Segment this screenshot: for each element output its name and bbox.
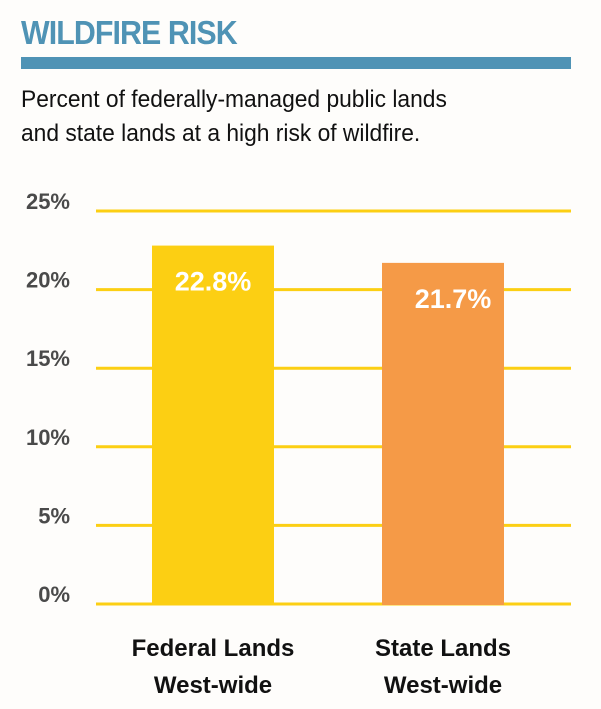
x-category-label: Federal Lands <box>132 635 295 662</box>
y-tick-label: 10% <box>26 425 70 450</box>
title-rule <box>21 57 571 69</box>
data-label: 22.8% <box>175 267 252 297</box>
y-tick-label: 20% <box>26 268 70 293</box>
x-category-label: West-wide <box>384 672 502 699</box>
subtitle-line-2: and state lands at a high risk of wildfi… <box>21 120 421 147</box>
y-tick-label: 15% <box>26 346 70 371</box>
y-tick-label: 5% <box>38 503 70 528</box>
x-axis-labels: Federal Lands West-wide State Lands West-wi… <box>132 635 511 699</box>
bars <box>152 245 504 606</box>
x-category-label: State Lands <box>375 635 511 662</box>
subtitle-line-1: Percent of federally-managed public land… <box>21 86 447 113</box>
data-labels: 22.8% 21.7% <box>175 267 492 314</box>
y-tick-label: 0% <box>38 582 70 607</box>
bar <box>152 245 274 606</box>
x-category-label: West-wide <box>154 672 272 699</box>
data-label: 21.7% <box>415 284 492 314</box>
chart-title: WILDFIRE RISK <box>21 14 238 51</box>
y-tick-label: 25% <box>26 189 70 214</box>
y-axis-ticks: 0% 5% 10% 15% 20% 25% <box>26 189 70 607</box>
chart-subtitle: Percent of federally-managed public land… <box>21 83 572 151</box>
bar <box>382 262 504 605</box>
